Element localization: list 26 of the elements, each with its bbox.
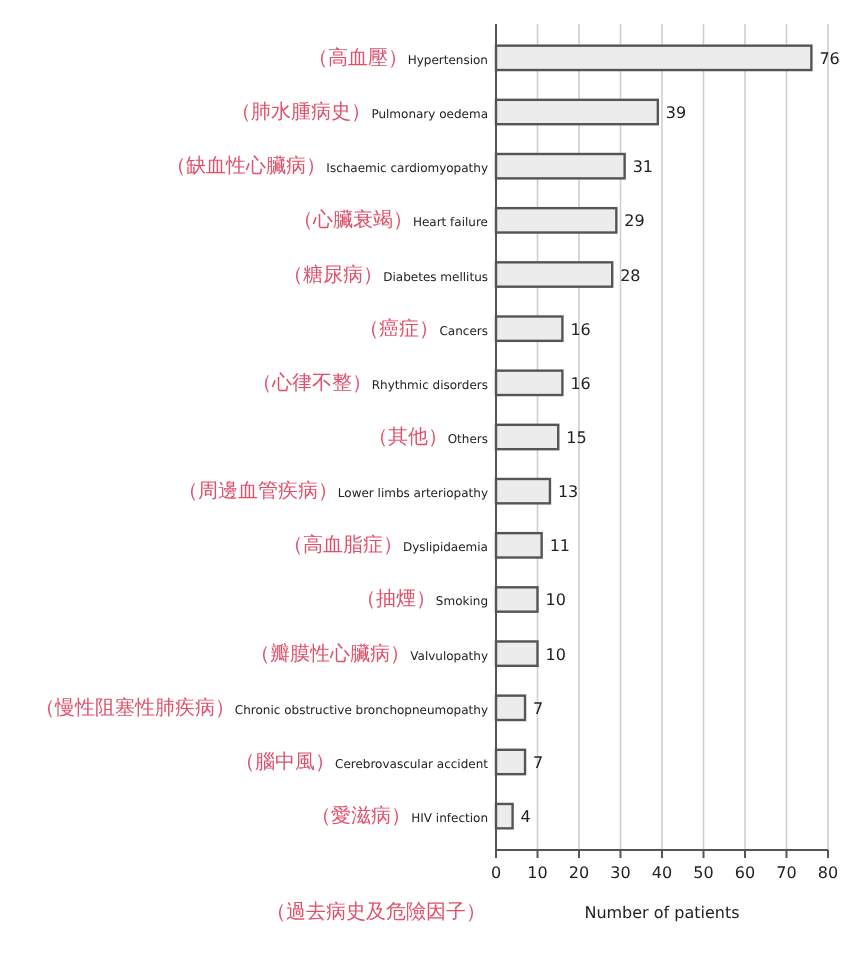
x-tick-label: 80 [817, 864, 839, 882]
data-label: 13 [557, 483, 579, 502]
x-tick-label: 60 [734, 864, 756, 882]
data-label: 10 [545, 645, 566, 664]
x-axis-title: Number of patients [584, 904, 740, 922]
data-label: 31 [632, 158, 654, 177]
data-label: 16 [570, 374, 591, 393]
x-tick-label: 70 [776, 864, 797, 882]
data-label: 39 [665, 104, 687, 123]
data-label: 11 [549, 537, 571, 556]
data-label: 4 [520, 808, 531, 827]
data-label: 76 [819, 49, 840, 68]
data-label: 7 [533, 753, 544, 772]
x-tick-label: 10 [527, 864, 548, 882]
data-label: 16 [570, 320, 591, 339]
x-tick-label: 20 [568, 864, 590, 882]
x-tick-label: 50 [693, 864, 714, 882]
data-label: 29 [624, 212, 645, 231]
data-label: 28 [620, 266, 641, 285]
x-tick-label: 40 [651, 864, 673, 882]
x-tick-label: 0 [490, 864, 502, 882]
text: （過去病史及危險因子） [266, 900, 486, 924]
data-label: 7 [533, 699, 544, 718]
data-label: 15 [566, 429, 587, 447]
x-tick-label: 30 [610, 864, 631, 882]
data-label: 10 [545, 591, 566, 610]
